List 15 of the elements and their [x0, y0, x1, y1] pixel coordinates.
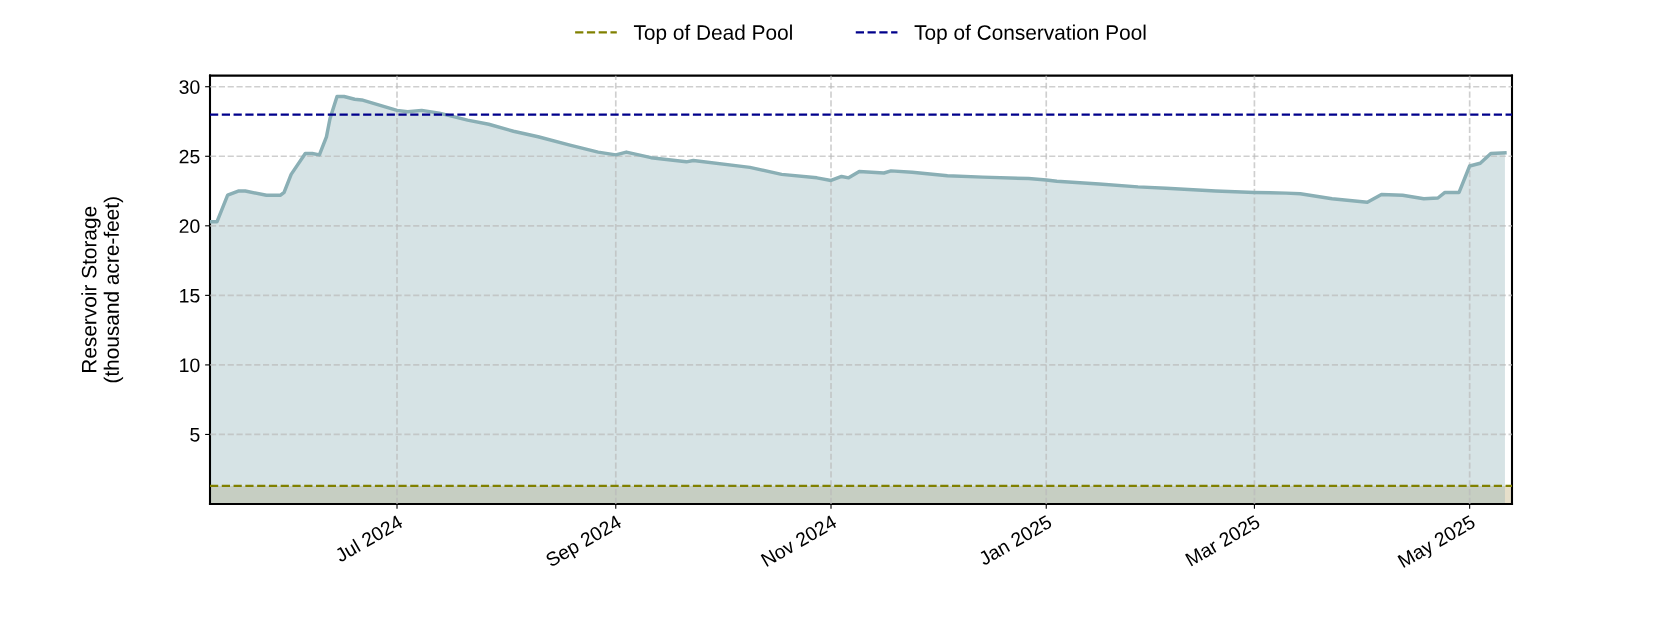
x-tick-label: Sep 2024 — [544, 514, 625, 571]
y-tick-label: 10 — [180, 358, 200, 373]
x-tick-label: May 2025 — [1397, 514, 1479, 572]
x-tick-label: Nov 2024 — [760, 514, 838, 567]
x-tick-label: Jan 2025 — [977, 514, 1053, 566]
legend-label: Top of Dead Pool — [633, 24, 792, 44]
x-tick-label: Mar 2025 — [1184, 514, 1261, 567]
y-tick-label: 20 — [179, 219, 200, 234]
y-tick-label: 15 — [180, 289, 200, 303]
y-tick-label: 30 — [179, 80, 200, 94]
x-tick-label: Jul 2024 — [333, 514, 404, 563]
y-tick-label: 5 — [190, 428, 200, 442]
legend-label: Top of Conservation Pool — [914, 24, 1146, 44]
y-tick-label: 25 — [179, 149, 200, 164]
y-axis-title: Reservoir Storage (thousand acre-feet) — [81, 197, 124, 383]
